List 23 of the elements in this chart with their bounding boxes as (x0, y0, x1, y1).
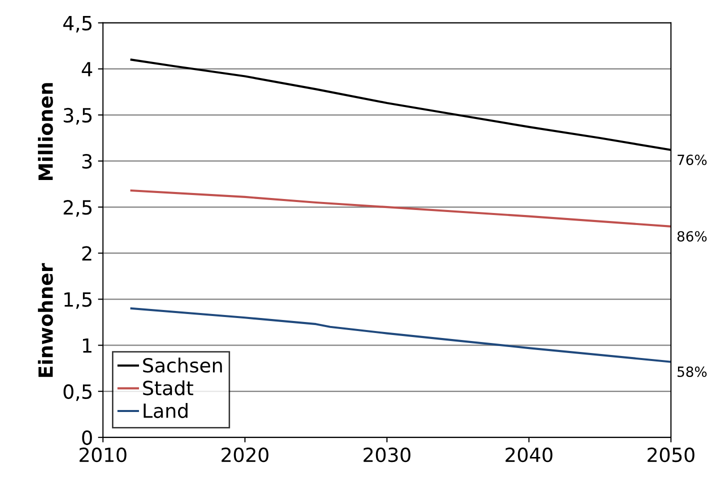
y-tick-label: 4 (82, 62, 92, 76)
x-tick-label: 2040 (506, 447, 552, 462)
x-tick-label: 2030 (364, 447, 410, 462)
y-tick-label: 1 (82, 338, 92, 353)
line-series (130, 189, 671, 228)
y-tick-label: 2,5 (64, 200, 92, 217)
y-tick-label: 0 (82, 430, 92, 446)
text: 76% (678, 154, 707, 166)
x-tick-label: 2050 (648, 447, 694, 462)
y-tick-label: 0,5 (64, 384, 92, 401)
legend-label: Sachsen (143, 358, 222, 373)
x-tick-label: 2020 (222, 447, 268, 462)
x-tick-label: 2010 (80, 447, 126, 462)
y-tick-label: 3,5 (64, 108, 92, 125)
y-tick-label: 2 (82, 246, 92, 261)
legend-label: Stadt (143, 380, 194, 396)
text: 58% (678, 366, 707, 377)
y-tick-label: 4,5 (63, 16, 92, 32)
text: 86% (677, 231, 707, 242)
legend-label: Land (144, 403, 188, 418)
y-tick-label: 3 (82, 154, 92, 169)
y-tick-label: 1,5 (64, 292, 92, 309)
y-axis-title: Einwohner Millionen (38, 83, 53, 377)
